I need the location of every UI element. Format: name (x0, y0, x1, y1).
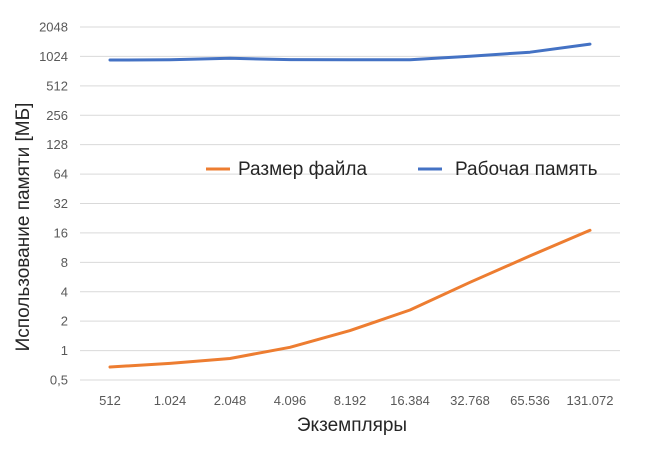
x-tick-label: 131.072 (567, 393, 614, 408)
y-tick-label: 128 (46, 137, 68, 152)
y-tick-label: 8 (61, 255, 68, 270)
x-axis-ticks: 512 1.024 2.048 4.096 8.192 16.384 32.768 65.53… (99, 393, 613, 408)
y-tick-label: 1024 (39, 49, 68, 64)
x-axis-title: Экземпляры (297, 415, 407, 436)
x-tick-label: 512 (99, 393, 121, 408)
y-tick-label: 64 (54, 167, 68, 182)
y-axis-title: Использование памяти [МБ] (13, 103, 34, 352)
y-tick-label: 1 (61, 343, 68, 358)
y-tick-label: 2048 (39, 20, 68, 35)
x-tick-label: 2.048 (214, 393, 247, 408)
legend: Размер файла Рабочая память (206, 159, 598, 180)
y-tick-label: 16 (54, 225, 68, 240)
x-tick-label: 32.768 (450, 393, 490, 408)
y-axis-ticks: 0,5 1 2 4 8 16 32 64 128 256 512 1024 2048 (39, 20, 68, 388)
series-line-working-memory (108, 42, 592, 62)
y-tick-label: 4 (61, 284, 68, 299)
series-line-file-size (108, 228, 592, 369)
x-tick-label: 1.024 (154, 393, 187, 408)
y-tick-label: 2 (61, 314, 68, 329)
legend-label-file-size: Размер файла (238, 159, 367, 180)
x-tick-label: 8.192 (334, 393, 367, 408)
y-tick-label: 512 (46, 78, 68, 93)
series-lines (108, 42, 592, 369)
gridlines (80, 26, 620, 381)
legend-label-working-memory: Рабочая память (455, 159, 598, 180)
y-tick-label: 256 (46, 108, 68, 123)
y-tick-label: 0,5 (50, 373, 68, 388)
x-tick-label: 16.384 (390, 393, 430, 408)
y-tick-label: 32 (54, 196, 68, 211)
x-tick-label: 65.536 (510, 393, 550, 408)
x-tick-label: 4.096 (274, 393, 307, 408)
